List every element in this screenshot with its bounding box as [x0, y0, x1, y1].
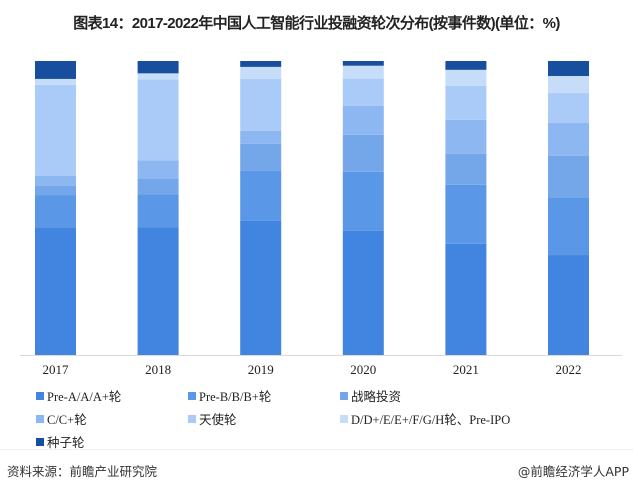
bars-group — [35, 61, 589, 355]
bar-segment-2020-2 — [342, 134, 384, 172]
bar-segment-2017-4 — [35, 84, 76, 176]
bar-segment-2017-1 — [35, 195, 76, 228]
bar-segment-2022-5 — [548, 75, 589, 94]
legend-item: D/D+/E/E+/F/G/H轮、Pre-IPO — [340, 409, 510, 428]
bar-segment-2018-2 — [137, 178, 179, 195]
x-tick-label: 2021 — [453, 362, 479, 377]
legend-item: C/C+轮 — [36, 409, 87, 428]
legend-label: 战略投资 — [351, 390, 402, 404]
legend-label: 天使轮 — [199, 413, 237, 427]
bar-segment-2021-0 — [445, 243, 487, 355]
legend-label: 种子轮 — [47, 436, 85, 450]
bar-segment-2020-0 — [342, 230, 384, 355]
legend-label: Pre-B/B/B+轮 — [199, 390, 272, 404]
bar-segment-2018-1 — [137, 194, 179, 228]
bar-segment-2022-4 — [548, 93, 589, 124]
footer-divider — [0, 449, 633, 450]
x-tick-label: 2019 — [248, 362, 274, 377]
stacked-bar-chart: 2017 2018 2019 2020 2021 2022 — [20, 61, 622, 377]
legend-item: Pre-A/A/A+轮 — [36, 386, 121, 405]
bar-segment-2019-4 — [240, 78, 282, 131]
bar-segment-2020-6 — [342, 61, 384, 66]
bar-segment-2017-0 — [35, 227, 76, 355]
legend-swatch — [340, 414, 348, 423]
bar-segment-2022-1 — [548, 198, 589, 256]
legend-label: C/C+轮 — [47, 413, 87, 427]
x-tick-label: 2022 — [556, 362, 582, 377]
legend-swatch — [188, 414, 196, 423]
bar-segment-2020-1 — [342, 171, 384, 231]
bar-segment-2020-4 — [342, 78, 384, 106]
legend-item: 战略投资 — [340, 386, 401, 405]
legend-label: Pre-A/A/A+轮 — [47, 390, 122, 404]
legend-label: D/D+/E/E+/F/G/H轮、Pre-IPO — [351, 413, 511, 427]
bar-segment-2022-3 — [548, 123, 589, 156]
legend-item: 种子轮 — [36, 432, 85, 451]
chart-title: 图表14：2017-2022年中国人工智能行业投融资轮次分布(按事件数)(单位：… — [73, 15, 560, 32]
x-axis-ticks: 2017 2018 2019 2020 2021 2022 — [43, 362, 582, 377]
bar-segment-2018-5 — [137, 73, 179, 80]
bar-segment-2019-5 — [240, 66, 282, 79]
bar-segment-2021-6 — [445, 61, 487, 70]
credit-note: @前瞻经济学人APP — [517, 464, 629, 479]
legend-swatch — [36, 437, 44, 446]
bar-segment-2017-5 — [35, 78, 76, 85]
legend-item: Pre-B/B/B+轮 — [188, 386, 271, 405]
bar-segment-2022-2 — [548, 155, 589, 199]
bar-segment-2019-0 — [240, 220, 282, 355]
source-note: 资料来源：前瞻产业研究院 — [7, 464, 158, 479]
bar-segment-2021-1 — [445, 184, 487, 244]
bar-segment-2020-3 — [342, 105, 384, 135]
bar-segment-2020-5 — [342, 65, 384, 79]
bar-segment-2022-0 — [548, 255, 589, 355]
bar-segment-2019-1 — [240, 170, 282, 221]
bar-segment-2021-2 — [445, 153, 487, 185]
bar-segment-2019-6 — [240, 61, 282, 67]
bar-segment-2019-3 — [240, 130, 282, 144]
bar-segment-2017-2 — [35, 185, 76, 196]
legend-swatch — [36, 414, 44, 423]
bar-segment-2018-3 — [137, 160, 179, 179]
legend-swatch — [340, 391, 348, 400]
x-tick-label: 2020 — [350, 362, 376, 377]
bar-segment-2021-5 — [445, 69, 487, 86]
x-tick-label: 2017 — [43, 362, 70, 377]
bar-segment-2019-2 — [240, 143, 282, 171]
bar-segment-2022-6 — [548, 61, 589, 76]
bar-segment-2021-3 — [445, 119, 487, 154]
legend-swatch — [188, 391, 196, 400]
bar-segment-2017-6 — [35, 61, 76, 79]
legend-swatch — [36, 391, 44, 400]
bar-segment-2021-4 — [445, 85, 487, 120]
bar-segment-2018-6 — [137, 61, 179, 74]
legend-item: 天使轮 — [188, 409, 237, 428]
bar-segment-2018-0 — [137, 227, 179, 355]
bar-segment-2017-3 — [35, 175, 76, 186]
x-tick-label: 2018 — [145, 362, 171, 377]
bar-segment-2018-4 — [137, 79, 179, 161]
